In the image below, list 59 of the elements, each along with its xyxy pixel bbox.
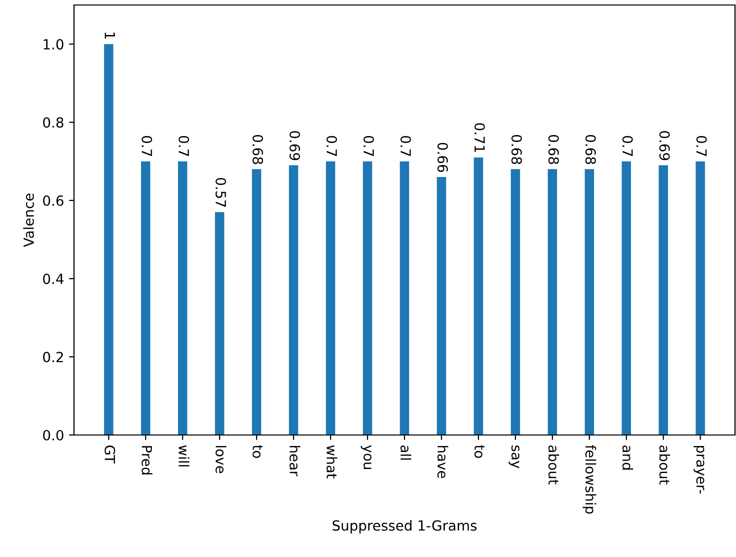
data-label: 1: [104, 32, 115, 39]
bar: [548, 169, 558, 435]
data-label: 0.71: [474, 123, 485, 152]
data-label: 0.69: [290, 131, 300, 160]
y-tick-label: 0.4: [43, 274, 64, 284]
bar: [696, 161, 705, 435]
y-tick-label: 0.6: [43, 195, 64, 206]
bar: [622, 161, 631, 435]
x-tick-label: what: [326, 445, 338, 479]
x-tick-label: about: [548, 446, 560, 484]
data-label: 0.68: [585, 135, 596, 164]
data-label: 0.7: [363, 136, 374, 156]
bar: [584, 169, 594, 435]
data-label: 0.7: [696, 136, 707, 156]
x-tick-label: Pred: [142, 446, 152, 474]
x-tick-label: prayer-: [694, 446, 704, 494]
data-label: 0.69: [659, 131, 670, 160]
y-tick-label: 0.2: [43, 352, 63, 362]
data-label: 0.7: [142, 136, 152, 156]
x-tick-label: to: [252, 445, 263, 458]
data-label: 0.57: [216, 178, 226, 207]
data-label: 0.68: [511, 135, 522, 164]
bar: [214, 212, 224, 435]
data-label: 0.7: [178, 136, 190, 156]
x-tick-label: have: [437, 446, 448, 478]
x-tick-label: you: [360, 445, 372, 469]
data-label: 0.68: [252, 135, 264, 164]
y-tick-label: 0.0: [43, 430, 64, 440]
bar: [252, 169, 262, 435]
x-axis-title: Suppressed 1-Grams: [332, 520, 477, 534]
bar: [436, 177, 446, 435]
x-tick-label: love: [216, 446, 226, 474]
x-tick-label: say: [508, 445, 520, 468]
x-tick-label: GT: [104, 446, 116, 464]
x-tick-label: and: [622, 446, 634, 470]
bar: [326, 161, 336, 435]
data-label: 0.7: [326, 136, 338, 156]
bar: [658, 165, 668, 435]
x-tick-label: all: [400, 446, 412, 460]
x-tick-label: fellowship: [582, 445, 596, 514]
y-tick-label: 1.0: [44, 39, 64, 50]
bar: [474, 157, 484, 435]
y-tick-label: 0.8: [43, 117, 64, 128]
x-tick-label: to: [474, 445, 484, 458]
y-axis-title: Valence: [23, 194, 34, 248]
bar: [510, 169, 520, 435]
bar: [178, 161, 188, 435]
data-label: 0.68: [548, 135, 559, 164]
bar: [400, 161, 410, 435]
data-label: 0.7: [622, 136, 633, 156]
bar: [104, 44, 114, 435]
bar: [362, 161, 372, 435]
data-label: 0.7: [400, 136, 411, 156]
data-label: 0.66: [437, 142, 448, 172]
x-tick-label: will: [178, 445, 190, 466]
x-tick-label: about: [659, 446, 670, 484]
bar: [141, 161, 150, 435]
bar: [288, 165, 298, 435]
x-tick-label: hear: [290, 446, 300, 476]
